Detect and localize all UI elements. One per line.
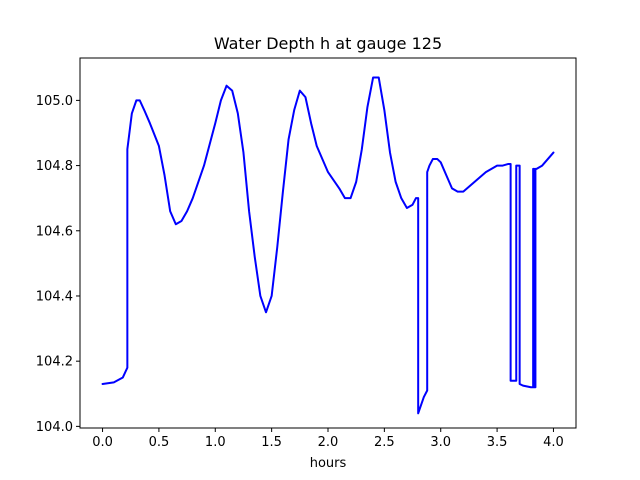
y-tick-label: 104.0 xyxy=(36,420,73,435)
x-tick-label: 2.5 xyxy=(374,435,395,450)
x-tick-label: 4.0 xyxy=(543,435,564,450)
x-tick-label: 3.5 xyxy=(487,435,508,450)
y-axis: 104.0 104.2 104.4 104.6 104.8 105.0 xyxy=(36,94,80,435)
x-tick-label: 0.5 xyxy=(149,435,170,450)
x-axis: 0.0 0.5 1.0 1.5 2.0 2.5 3.0 3.5 4.0 xyxy=(92,428,564,450)
y-tick-label: 104.8 xyxy=(36,159,73,174)
x-tick-label: 1.5 xyxy=(261,435,282,450)
series-line-0 xyxy=(101,76,555,415)
y-tick-label: 105.0 xyxy=(36,94,73,109)
chart-title: Water Depth h at gauge 125 xyxy=(214,34,442,53)
x-tick-label: 2.0 xyxy=(318,435,339,450)
x-tick-label: 0.0 xyxy=(92,435,113,450)
y-tick-label: 104.2 xyxy=(36,355,73,370)
y-tick-label: 104.6 xyxy=(36,224,73,239)
x-axis-label: hours xyxy=(310,456,347,471)
x-tick-label: 3.0 xyxy=(430,435,451,450)
plot-series-group xyxy=(101,76,555,415)
y-tick-label: 104.4 xyxy=(36,289,73,304)
x-tick-label: 1.0 xyxy=(205,435,226,450)
